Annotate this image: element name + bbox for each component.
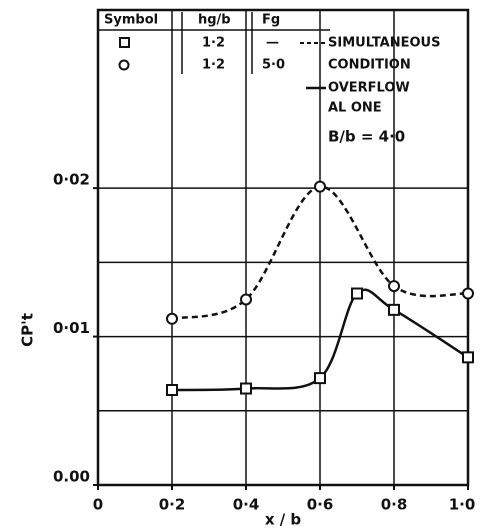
marker [314, 372, 326, 385]
marker [240, 382, 252, 395]
legend-symbol [119, 37, 130, 48]
y-axis-label: CP't [19, 313, 37, 347]
legend-cell: — [266, 36, 279, 51]
legend-cell: 5·0 [262, 58, 285, 73]
marker [462, 351, 474, 364]
legend-header: Symbol [104, 13, 158, 28]
legend-key: CONDITION [328, 58, 411, 73]
x-tick-label: 0·4 [233, 496, 260, 514]
marker [351, 287, 363, 300]
marker [166, 384, 178, 396]
plot-frame [96, 8, 470, 487]
legend-cell: 1·2 [202, 58, 225, 73]
legend-key: AL ONE [328, 101, 382, 116]
x-tick-label: 0·6 [307, 496, 334, 514]
y-tick-label: 0.00 [53, 468, 90, 486]
legend-key: SIMULTANEOUS [328, 36, 440, 51]
legend-header: hg/b [198, 13, 231, 28]
x-tick-label: 0·2 [159, 496, 186, 514]
y-tick-label: 0·02 [53, 171, 90, 189]
x-tick-label: 0·8 [381, 496, 408, 514]
annotation: B/b = 4·0 [328, 128, 405, 146]
x-tick-label: 1·0 [449, 496, 476, 514]
marker [388, 303, 400, 316]
legend-header: Fg [262, 13, 280, 28]
y-tick-label: 0·01 [53, 319, 90, 337]
marker [166, 312, 178, 325]
marker [388, 280, 400, 293]
legend-key: OVERFLOW [328, 81, 410, 96]
x-axis-label: x / b [265, 511, 302, 529]
marker [240, 293, 252, 306]
legend-symbol [118, 59, 130, 71]
x-tick-label: 0 [93, 496, 103, 514]
marker [462, 287, 474, 300]
marker [314, 180, 326, 193]
legend-cell: 1·2 [202, 36, 225, 51]
